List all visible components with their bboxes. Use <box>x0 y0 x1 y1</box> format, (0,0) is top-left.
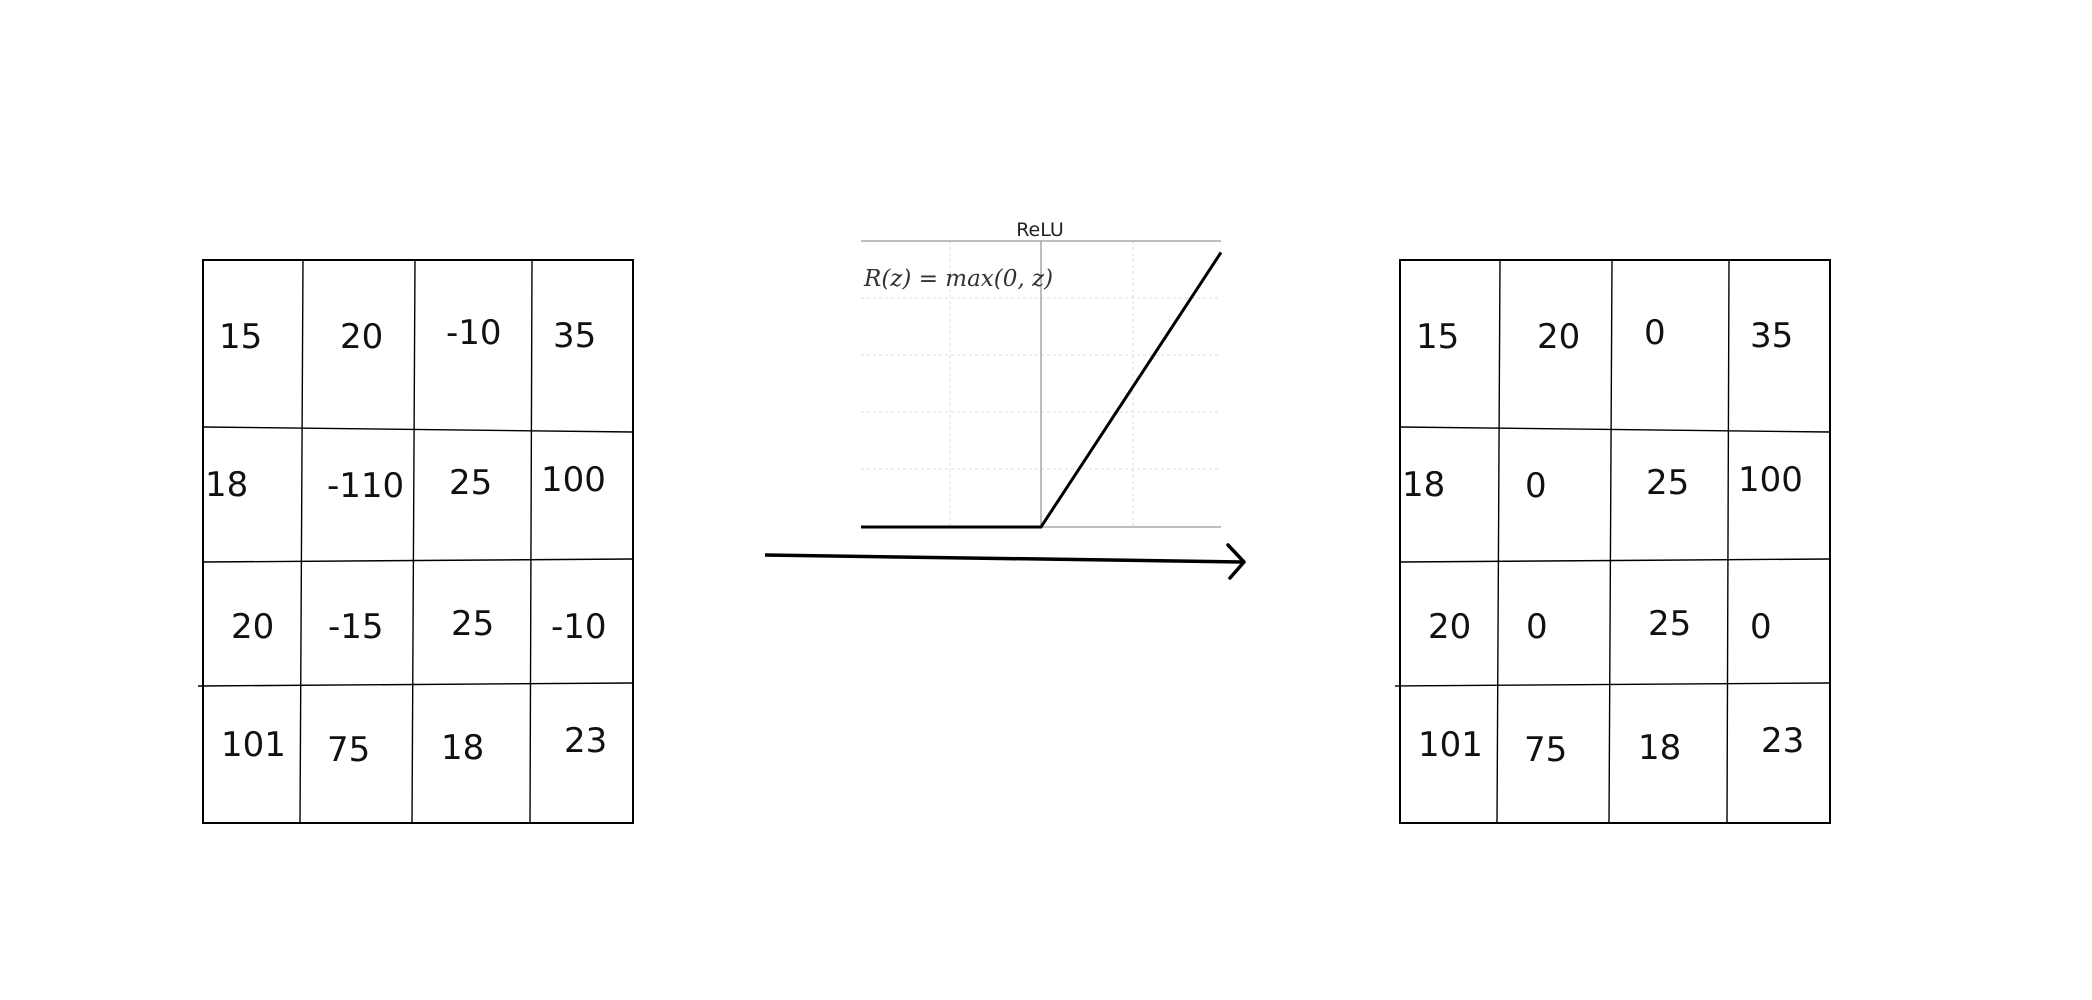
relu-chart: ReLU R(z) = max(0, z) <box>861 219 1223 529</box>
input-matrix-divider <box>299 259 304 824</box>
input-cell: 18 <box>441 728 484 768</box>
output-cell: 35 <box>1750 316 1793 356</box>
output-matrix-divider <box>1399 426 1831 433</box>
input-cell: 20 <box>231 607 274 647</box>
input-matrix-divider <box>411 259 416 824</box>
input-matrix-divider <box>197 682 634 687</box>
input-cell: 18 <box>205 465 248 505</box>
output-matrix-divider <box>1394 682 1831 687</box>
input-cell: -110 <box>327 466 404 506</box>
input-cell: 25 <box>451 604 494 644</box>
output-matrix: 15 20 0 35 18 0 25 100 20 0 25 0 101 75 … <box>1394 259 1831 824</box>
output-cell: 100 <box>1738 460 1803 500</box>
input-cell: 35 <box>553 316 596 356</box>
input-cell: 100 <box>541 460 606 500</box>
input-cell: -10 <box>446 313 502 353</box>
input-matrix-divider <box>529 259 533 824</box>
output-matrix-border <box>1399 259 1831 824</box>
input-cell: 23 <box>564 721 607 761</box>
output-cell: 20 <box>1428 607 1471 647</box>
input-matrix-divider <box>202 558 634 563</box>
output-cell: 75 <box>1524 730 1567 770</box>
output-cell: 18 <box>1638 728 1681 768</box>
output-cell: 0 <box>1526 607 1548 647</box>
input-cell: 75 <box>327 730 370 770</box>
output-matrix-divider <box>1496 259 1501 824</box>
output-matrix-divider <box>1608 259 1613 824</box>
output-cell: 0 <box>1525 466 1547 506</box>
output-matrix-divider <box>1399 558 1831 563</box>
chart-title: ReLU <box>1016 219 1064 241</box>
output-cell: 0 <box>1750 607 1772 647</box>
relu-series-line <box>861 251 1223 529</box>
output-cell: 18 <box>1402 465 1445 505</box>
output-matrix-divider <box>1726 259 1730 824</box>
output-cell: 101 <box>1418 725 1483 765</box>
output-cell: 0 <box>1644 313 1666 353</box>
input-cell: 25 <box>449 463 492 503</box>
input-cell: -15 <box>328 607 384 647</box>
output-cell: 15 <box>1416 317 1459 357</box>
output-cell: 23 <box>1761 721 1804 761</box>
input-cell: -10 <box>551 607 607 647</box>
transform-arrow <box>764 543 1246 580</box>
output-cell: 25 <box>1646 463 1689 503</box>
input-matrix: 15 20 -10 35 18 -110 25 100 20 -15 25 -1… <box>197 259 634 824</box>
input-matrix-divider <box>202 426 634 433</box>
input-matrix-border <box>202 259 634 824</box>
input-cell: 20 <box>340 317 383 357</box>
output-cell: 25 <box>1648 604 1691 644</box>
input-cell: 15 <box>219 317 262 357</box>
input-cell: 101 <box>221 725 286 765</box>
arrow-shaft <box>764 553 1243 564</box>
output-cell: 20 <box>1537 317 1580 357</box>
arrow-head <box>1226 543 1246 580</box>
formula-annotation: R(z) = max(0, z) <box>863 266 1053 292</box>
